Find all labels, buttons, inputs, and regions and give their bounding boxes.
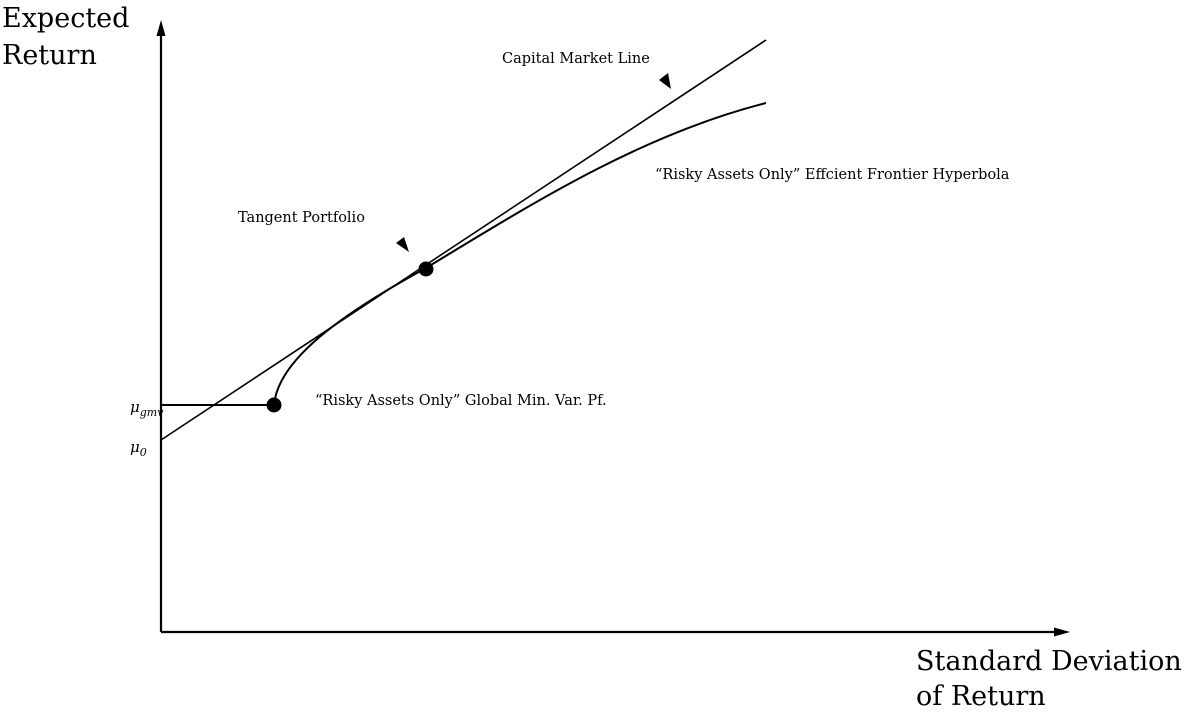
capital-market-line-label: Capital Market Line bbox=[502, 51, 650, 67]
tangent-portfolio-label: Tangent Portfolio bbox=[238, 210, 365, 226]
mu-0-subscript: 0 bbox=[140, 446, 147, 459]
mu-gmv-label: μgmv bbox=[130, 398, 164, 419]
x-axis-title-line2: of Return bbox=[916, 681, 1046, 712]
gmv-portfolio-point-icon bbox=[266, 397, 282, 413]
capital-market-line-pointer-icon bbox=[659, 73, 671, 89]
efficient-frontier-curve bbox=[273, 102, 767, 406]
y-axis-title-line1: Expected bbox=[2, 3, 129, 34]
efficient-frontier-label: “Risky Assets Only” Effcient Frontier Hy… bbox=[655, 167, 1010, 183]
x-axis-title-line1: Standard Deviation bbox=[916, 646, 1182, 677]
x-axis-arrow-icon bbox=[1054, 627, 1070, 637]
mu-gmv-subscript: gmv bbox=[140, 406, 164, 419]
y-axis-arrow-icon bbox=[156, 20, 166, 36]
y-axis-title-line2: Return bbox=[2, 40, 97, 71]
axes bbox=[156, 20, 1070, 637]
tangent-portfolio-point-icon bbox=[418, 261, 434, 277]
mu-gmv-symbol: μ bbox=[130, 398, 140, 416]
capital-market-line bbox=[160, 39, 767, 441]
gmv-portfolio-label: “Risky Assets Only” Global Min. Var. Pf. bbox=[315, 393, 607, 409]
mu-0-label: μ0 bbox=[130, 438, 147, 459]
mu-0-symbol: μ bbox=[130, 438, 140, 456]
tangent-portfolio-pointer-icon bbox=[396, 237, 409, 252]
